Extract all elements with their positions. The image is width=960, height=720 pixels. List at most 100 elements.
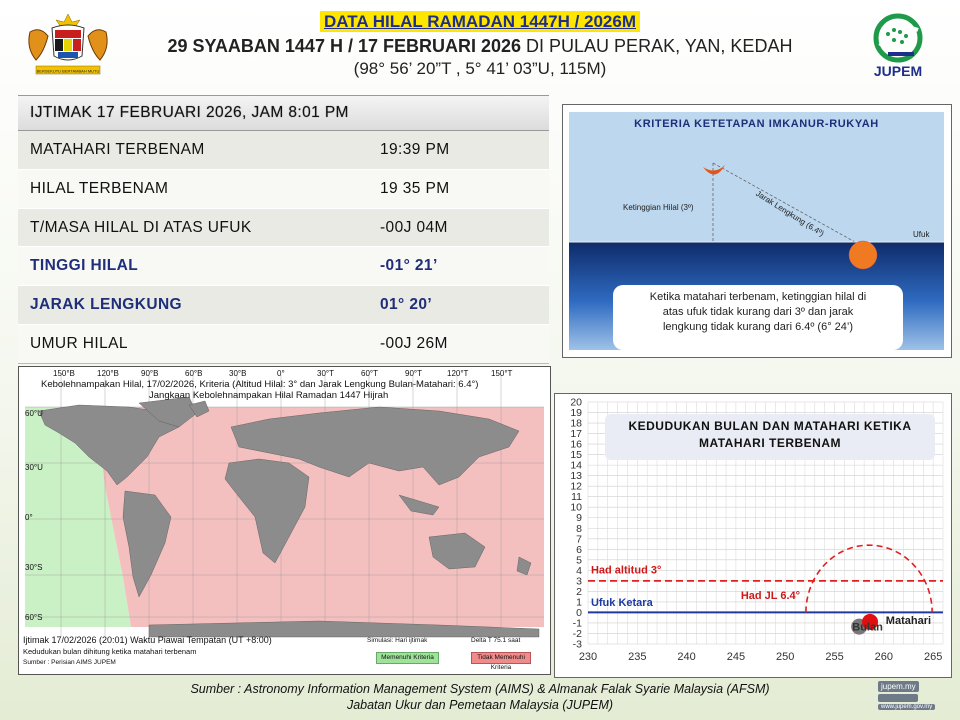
y-tick-label: 13 — [570, 470, 582, 482]
y-tick-label: 4 — [576, 565, 582, 577]
y-tick-label: 20 — [570, 397, 582, 409]
position-chart-title-line: MATAHARI TERBENAM — [698, 436, 842, 450]
row-value: 19 35 PM — [380, 179, 450, 197]
arc-limit-label: Had JL 6.4° — [741, 590, 800, 602]
hilal-data-table: IJTIMAK 17 FEBRUARI 2026, JAM 8:01 PM MA… — [18, 95, 549, 364]
subtitle-date: 29 SYAABAN 1447 H / 17 FEBRUARI 2026 — [167, 36, 522, 56]
map-title: Kebolehnampakan Hilal, 17/02/2026, Krite… — [41, 379, 479, 390]
lat-tick: 60°U — [25, 409, 43, 418]
setting-sun-icon — [848, 240, 878, 270]
row-value: 01° 20’ — [380, 296, 433, 314]
social-icons[interactable] — [878, 694, 918, 702]
row-label: JARAK LENGKUNG — [30, 296, 182, 314]
criteria-title: KRITERIA KETETAPAN IMKANUR-RUKYAH — [634, 118, 879, 130]
y-tick-label: 1 — [576, 596, 582, 608]
position-chart: -3 -2 -1 0 1 2 3 4 5 6 7 8 9 10 11 12 13 14 15 16 17 18 19 20 23… — [554, 393, 952, 678]
table-row: MATAHARI TERBENAM 19:39 PM — [18, 131, 549, 170]
x-tick-label: 240 — [677, 651, 695, 663]
page-subtitle: 29 SYAABAN 1447 H / 17 FEBRUARI 2026 DI … — [0, 36, 960, 57]
table-row: TINGGI HILAL -01° 21’ — [18, 247, 549, 287]
lat-tick: 0° — [25, 513, 33, 522]
y-tick-label: 17 — [570, 428, 582, 440]
website-url[interactable]: www.jupem.gov.my — [878, 704, 936, 710]
y-tick-label: 18 — [570, 418, 582, 430]
lon-tick: 90°T — [405, 369, 422, 378]
ijtimak-heading: IJTIMAK 17 FEBRUARI 2026, JAM 8:01 PM — [30, 104, 349, 121]
row-label: TINGGI HILAL — [30, 257, 139, 275]
moon-label: Bulan — [852, 621, 883, 633]
lon-tick: 30°T — [317, 369, 334, 378]
table-row: JARAK LENGKUNG 01° 20’ — [18, 286, 549, 325]
x-tick-label: 260 — [875, 651, 893, 663]
y-tick-label: 7 — [576, 533, 582, 545]
altitude-limit-label: Had altitud 3° — [591, 565, 661, 577]
table-row: UMUR HILAL -00J 26M — [18, 324, 549, 364]
map-sim-label: Simulasi: Hari ijtimak — [367, 637, 428, 644]
y-tick-label: 0 — [576, 607, 582, 619]
lon-tick: 150°T — [491, 369, 513, 378]
y-tick-label: -1 — [573, 617, 582, 629]
y-tick-label: 8 — [576, 523, 582, 535]
row-label: MATAHARI TERBENAM — [30, 141, 205, 158]
world-map — [19, 367, 550, 674]
legend-meets: Memenuhi Kriteria — [376, 652, 439, 664]
legend-fails: Tidak Memenuhi Kriteria — [471, 652, 531, 671]
lon-tick: 120°T — [447, 369, 469, 378]
lon-tick: 60°T — [361, 369, 378, 378]
y-tick-label: 15 — [570, 449, 582, 461]
sun-label: Matahari — [886, 615, 931, 627]
horizon-label: Ufuk — [913, 230, 930, 239]
y-tick-label: 5 — [576, 554, 582, 566]
arc-distance-line — [712, 162, 856, 243]
criteria-note-line: lengkung tidak kurang dari 6.4º (6° 24’) — [662, 321, 854, 333]
table-heading-row: IJTIMAK 17 FEBRUARI 2026, JAM 8:01 PM — [18, 95, 549, 131]
location-coordinates: (98° 56’ 20”T , 5° 41’ 03”U, 115M) — [353, 59, 607, 78]
lat-tick: 30°S — [25, 563, 43, 572]
source-line: Sumber : Astronomy Information Managemen… — [190, 682, 770, 696]
x-tick-label: 250 — [776, 651, 794, 663]
arc-distance-limit — [805, 544, 933, 613]
x-tick-label: 245 — [727, 651, 745, 663]
visibility-map: 150°B 120°B 90°B 60°B 30°B 0° 30°T 60°T … — [18, 366, 551, 675]
criteria-panel: KRITERIA KETETAPAN IMKANUR-RUKYAH Keting… — [562, 104, 952, 358]
jupem-logo: JUPEM — [858, 10, 938, 82]
criteria-note-line: Ketika matahari terbenam, ketinggian hil… — [649, 291, 867, 303]
map-note: Ijtimak 17/02/2026 (20:01) Waktu Piawai … — [23, 635, 272, 645]
region-meets-criteria — [25, 407, 131, 627]
row-value: 19:39 PM — [380, 141, 450, 158]
lon-tick: 60°B — [185, 369, 203, 378]
y-tick-label: 9 — [576, 512, 582, 524]
altitude-label: Ketinggian Hilal (3º) — [623, 203, 694, 212]
y-tick-label: 14 — [570, 460, 582, 472]
y-tick-label: 2 — [576, 586, 582, 598]
row-label: HILAL TERBENAM — [30, 179, 169, 197]
map-source: Sumber : Perisian AIMS JUPEM — [23, 659, 116, 666]
x-tick-label: 265 — [924, 651, 942, 663]
y-tick-label: -2 — [573, 628, 582, 640]
lon-tick: 120°B — [97, 369, 119, 378]
horizon-label: Ufuk Ketara — [591, 597, 654, 609]
lon-tick: 90°B — [141, 369, 159, 378]
criteria-note: Ketika matahari terbenam, ketinggian hil… — [613, 285, 903, 350]
map-delta-label: Delta T 75.1 saat — [471, 637, 521, 644]
x-tick-label: 255 — [825, 651, 843, 663]
x-tick-label: 230 — [579, 651, 597, 663]
row-value: -01° 21’ — [380, 257, 438, 275]
criteria-sky — [569, 112, 944, 242]
lat-tick: 60°S — [25, 613, 43, 622]
lon-tick: 30°B — [229, 369, 247, 378]
criteria-note-line: atas ufuk tidak kurang dari 3º dan jarak — [662, 306, 854, 318]
y-tick-label: 16 — [570, 439, 582, 451]
x-tick-label: 235 — [628, 651, 646, 663]
y-tick-label: 10 — [570, 502, 582, 514]
source-agency: Jabatan Ukur dan Pemetaan Malaysia (JUPE… — [346, 698, 614, 712]
website-link[interactable]: jupem.my — [878, 681, 919, 692]
y-tick-label: 3 — [576, 575, 582, 587]
position-chart-title-line: KEDUDUKAN BULAN DAN MATAHARI KETIKA — [628, 419, 912, 433]
map-subtitle: Jangkaan Kebolehnampakan Hilal Ramadan 1… — [149, 390, 389, 401]
position-chart-title: KEDUDUKAN BULAN DAN MATAHARI KETIKA MATA… — [605, 414, 935, 460]
lon-tick: 150°B — [53, 369, 75, 378]
page-title: DATA HILAL RAMADAN 1447H / 2026M — [0, 11, 960, 32]
y-tick-label: 19 — [570, 407, 582, 419]
continents — [38, 396, 540, 638]
